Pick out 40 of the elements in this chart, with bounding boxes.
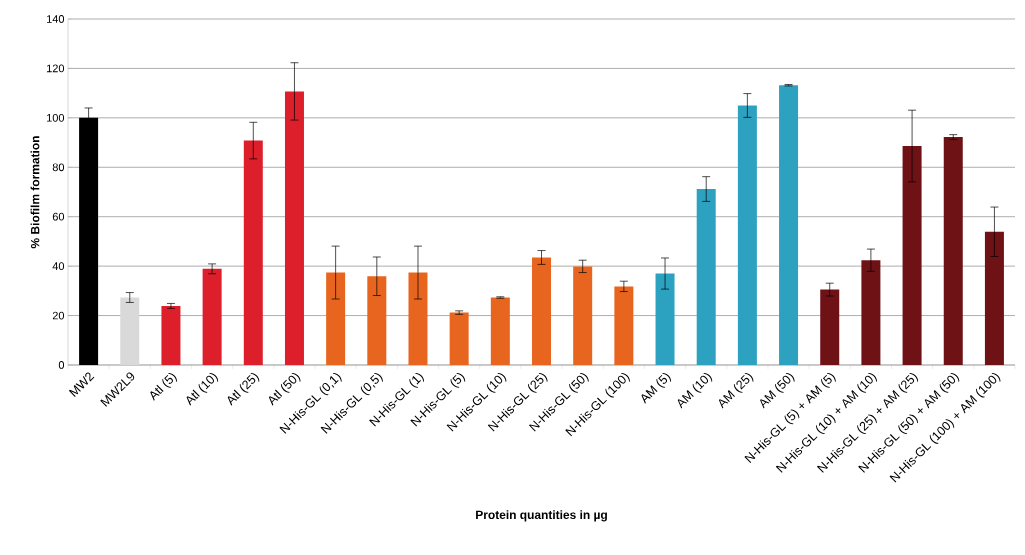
bar (779, 85, 799, 365)
bar (408, 272, 428, 365)
bar (490, 297, 510, 365)
bar (161, 305, 181, 365)
bar (284, 91, 304, 365)
bar (573, 266, 593, 365)
bar (614, 286, 634, 365)
y-tick-label: 0 (58, 361, 65, 369)
y-axis-title: % Biofilm formation (30, 136, 40, 249)
y-tick-label: 40 (52, 262, 65, 271)
y-tick-label: 120 (47, 64, 65, 73)
bar (449, 312, 469, 365)
x-tick-label: Atl (10) (186, 373, 219, 406)
bar (532, 257, 552, 365)
bar (367, 276, 387, 365)
bar (202, 268, 222, 365)
bar (861, 260, 881, 365)
y-tick-label: 20 (52, 311, 65, 320)
y-tick-label: 80 (52, 163, 65, 172)
y-tick-label: 100 (47, 113, 65, 122)
bar (696, 189, 716, 365)
bar (655, 273, 675, 365)
bar (902, 146, 922, 365)
bar (737, 105, 757, 365)
y-tick-label: 140 (47, 15, 65, 23)
x-axis-title: Protein quantities in µg (476, 510, 607, 522)
y-tick-label: 60 (52, 212, 65, 221)
bar (943, 137, 963, 365)
bar (79, 117, 99, 365)
x-tick-label: AM (50) (760, 373, 795, 409)
x-tick-label: AM (25) (718, 373, 754, 409)
x-tick-label: AM (10) (677, 373, 713, 409)
bar (984, 231, 1004, 365)
x-tick-label: Atl (25) (227, 373, 260, 406)
bar (120, 297, 140, 365)
x-tick-label: Atl (5) (150, 373, 178, 401)
bar (243, 140, 263, 365)
bar (820, 289, 840, 365)
x-tick-label: AM (5) (641, 373, 672, 404)
bar (326, 272, 346, 365)
